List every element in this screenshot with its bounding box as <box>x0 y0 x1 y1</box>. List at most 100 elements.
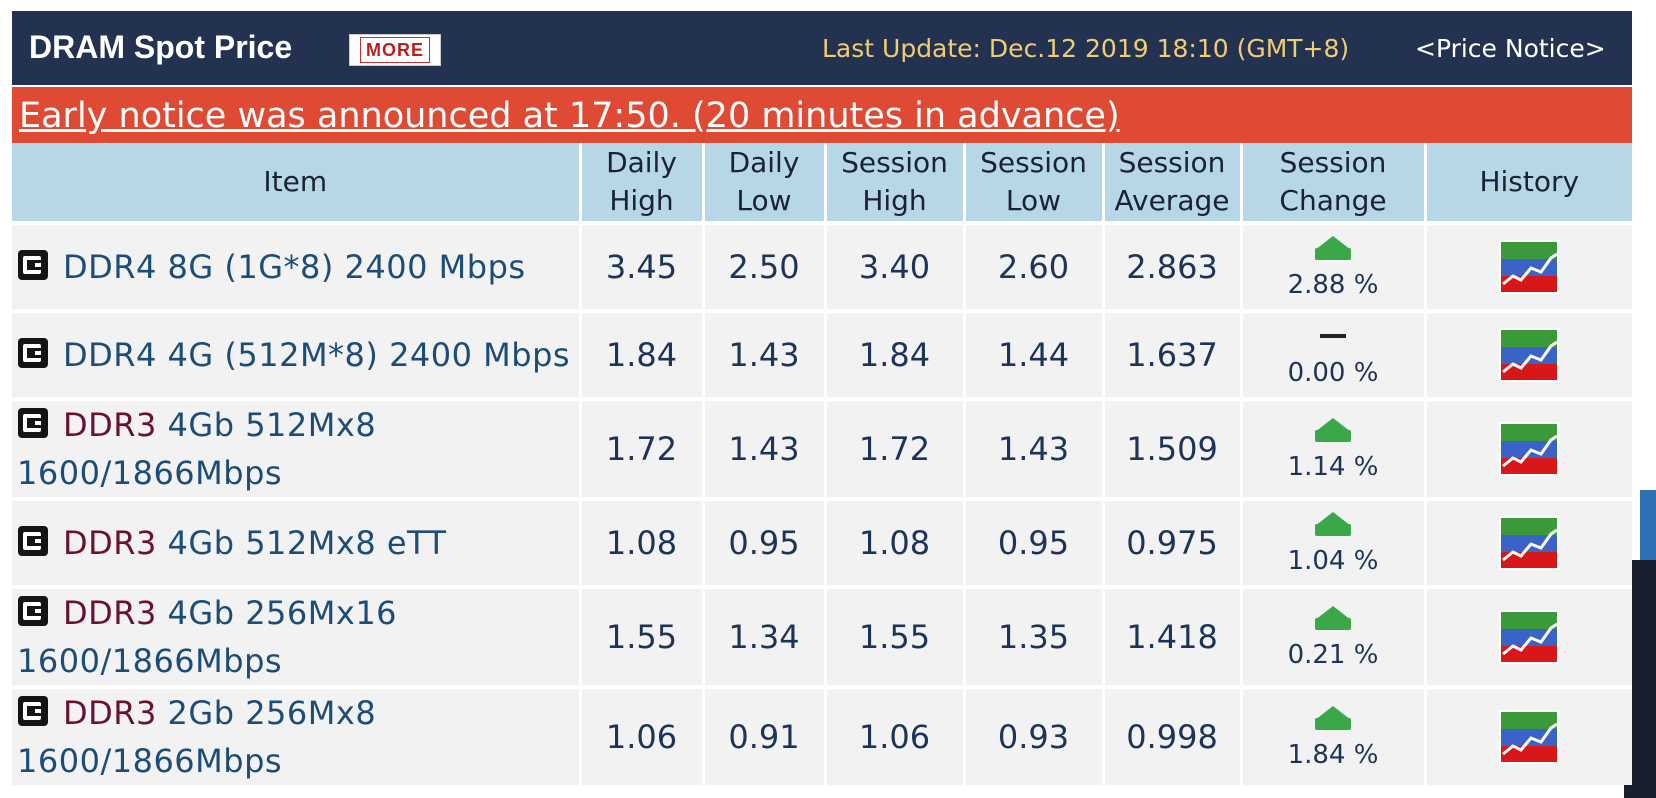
session-high-cell: 3.40 <box>825 221 966 311</box>
session-average-cell: 1.509 <box>1103 397 1243 499</box>
item-cell[interactable]: DDR3 2Gb 256Mx8 1600/1866Mbps <box>12 685 582 785</box>
session-average-cell: 0.998 <box>1103 685 1243 785</box>
page-title: DRAM Spot Price <box>29 29 293 65</box>
column-header-daily-high: Daily High <box>580 143 705 223</box>
item-type-label: DDR4 <box>63 336 157 374</box>
session-change-cell: 0.21 % <box>1241 585 1427 687</box>
more-button-label: MORE <box>360 37 430 63</box>
item-spec-label: 2Gb 256Mx8 <box>156 694 377 732</box>
item-spec-label: 8G (1G*8) 2400 Mbps <box>156 248 526 286</box>
daily-low-cell: 1.43 <box>703 397 827 499</box>
history-chart-icon[interactable] <box>1499 328 1560 382</box>
daily-low-cell: 1.34 <box>703 585 827 687</box>
column-header-item: Item <box>12 143 582 223</box>
session-change-value: 2.88 % <box>1287 270 1379 300</box>
table-row: DDR3 4Gb 256Mx16 1600/1866Mbps 1.55 1.34 … <box>12 585 1632 687</box>
history-cell <box>1425 497 1632 587</box>
session-average-cell: 1.418 <box>1103 585 1243 687</box>
session-average-cell: 0.975 <box>1103 497 1243 587</box>
session-high-cell: 1.72 <box>825 397 966 499</box>
session-average-cell: 1.637 <box>1103 309 1243 399</box>
price-table: Item Daily High Daily Low Session High Sess… <box>12 143 1632 785</box>
table-row: DDR4 4G (512M*8) 2400 Mbps 1.84 1.43 1.8… <box>12 309 1632 399</box>
daily-high-cell: 1.84 <box>580 309 705 399</box>
no-change-dash-icon <box>1243 322 1424 350</box>
daily-low-cell: 1.43 <box>703 309 827 399</box>
memory-chip-icon <box>18 526 48 556</box>
item-type-label: DDR3 <box>63 406 157 444</box>
early-notice-link[interactable]: Early notice was announced at 17:50. (20… <box>19 96 1120 136</box>
table-row: DDR3 2Gb 256Mx8 1600/1866Mbps 1.06 0.91 1… <box>12 685 1632 785</box>
table-header-row: Item Daily High Daily Low Session High Sess… <box>12 143 1632 223</box>
background-window-edge <box>1640 490 1656 560</box>
history-cell <box>1425 685 1632 785</box>
table-row: DDR4 8G (1G*8) 2400 Mbps 3.45 2.50 3.40 … <box>12 221 1632 311</box>
history-cell <box>1425 309 1632 399</box>
price-notice-link[interactable]: <Price Notice> <box>1415 34 1606 63</box>
column-header-session-change: Session Change <box>1241 143 1427 223</box>
session-change-cell: 2.88 % <box>1241 221 1427 311</box>
arrow-up-icon <box>1243 704 1424 732</box>
session-low-cell: 1.43 <box>964 397 1105 499</box>
column-header-daily-low: Daily Low <box>703 143 827 223</box>
item-type-label: DDR3 <box>63 694 157 732</box>
column-header-session-high: Session High <box>825 143 966 223</box>
item-cell[interactable]: DDR3 4Gb 512Mx8 eTT <box>12 497 582 587</box>
session-high-cell: 1.06 <box>825 685 966 785</box>
history-chart-icon[interactable] <box>1499 710 1560 764</box>
column-header-session-average: Session Average <box>1103 143 1243 223</box>
session-change-value: 1.04 % <box>1287 546 1379 576</box>
more-button[interactable]: MORE <box>349 34 441 66</box>
memory-chip-icon <box>18 338 48 368</box>
history-chart-icon[interactable] <box>1499 240 1560 294</box>
arrow-up-icon <box>1243 604 1424 632</box>
daily-low-cell: 0.91 <box>703 685 827 785</box>
history-cell <box>1425 221 1632 311</box>
item-spec-label: 4G (512M*8) 2400 Mbps <box>156 336 571 374</box>
memory-chip-icon <box>18 408 48 438</box>
item-cell[interactable]: DDR3 4Gb 512Mx8 1600/1866Mbps <box>12 397 582 499</box>
session-high-cell: 1.55 <box>825 585 966 687</box>
item-type-label: DDR3 <box>63 524 157 562</box>
session-change-cell: 1.04 % <box>1241 497 1427 587</box>
history-chart-icon[interactable] <box>1499 610 1560 664</box>
arrow-up-icon <box>1243 416 1424 444</box>
session-change-cell: 0.00 % <box>1241 309 1427 399</box>
item-cell[interactable]: DDR4 8G (1G*8) 2400 Mbps <box>12 221 582 311</box>
arrow-up-icon <box>1243 234 1424 262</box>
item-cell[interactable]: DDR3 4Gb 256Mx16 1600/1866Mbps <box>12 585 582 687</box>
item-speed-label: 1600/1866Mbps <box>17 742 283 780</box>
memory-chip-icon <box>18 696 48 726</box>
history-chart-icon[interactable] <box>1499 516 1560 570</box>
item-spec-label: 4Gb 512Mx8 <box>156 406 377 444</box>
item-speed-label: 1600/1866Mbps <box>17 642 283 680</box>
panel-header: DRAM Spot Price MORE Last Update: Dec.12… <box>12 11 1632 85</box>
session-low-cell: 0.95 <box>964 497 1105 587</box>
memory-chip-icon <box>18 596 48 626</box>
arrow-up-icon <box>1243 510 1424 538</box>
column-header-session-low: Session Low <box>964 143 1105 223</box>
item-speed-label: 1600/1866Mbps <box>17 454 283 492</box>
table-row: DDR3 4Gb 512Mx8 eTT 1.08 0.95 1.08 0.95 … <box>12 497 1632 587</box>
history-chart-icon[interactable] <box>1499 422 1560 476</box>
item-cell[interactable]: DDR4 4G (512M*8) 2400 Mbps <box>12 309 582 399</box>
session-change-value: 1.14 % <box>1287 452 1379 482</box>
memory-chip-icon <box>18 250 48 280</box>
daily-high-cell: 1.08 <box>580 497 705 587</box>
session-change-cell: 1.84 % <box>1241 685 1427 785</box>
column-header-history: History <box>1425 143 1632 223</box>
session-low-cell: 1.44 <box>964 309 1105 399</box>
daily-high-cell: 3.45 <box>580 221 705 311</box>
session-change-value: 0.21 % <box>1287 640 1379 670</box>
last-update-text: Last Update: Dec.12 2019 18:10 (GMT+8) <box>822 34 1350 63</box>
daily-high-cell: 1.06 <box>580 685 705 785</box>
history-cell <box>1425 397 1632 499</box>
history-cell <box>1425 585 1632 687</box>
session-low-cell: 0.93 <box>964 685 1105 785</box>
item-spec-label: 4Gb 256Mx16 <box>156 594 398 632</box>
session-low-cell: 1.35 <box>964 585 1105 687</box>
session-low-cell: 2.60 <box>964 221 1105 311</box>
daily-low-cell: 0.95 <box>703 497 827 587</box>
early-notice-banner: Early notice was announced at 17:50. (20… <box>12 87 1632 143</box>
session-high-cell: 1.08 <box>825 497 966 587</box>
